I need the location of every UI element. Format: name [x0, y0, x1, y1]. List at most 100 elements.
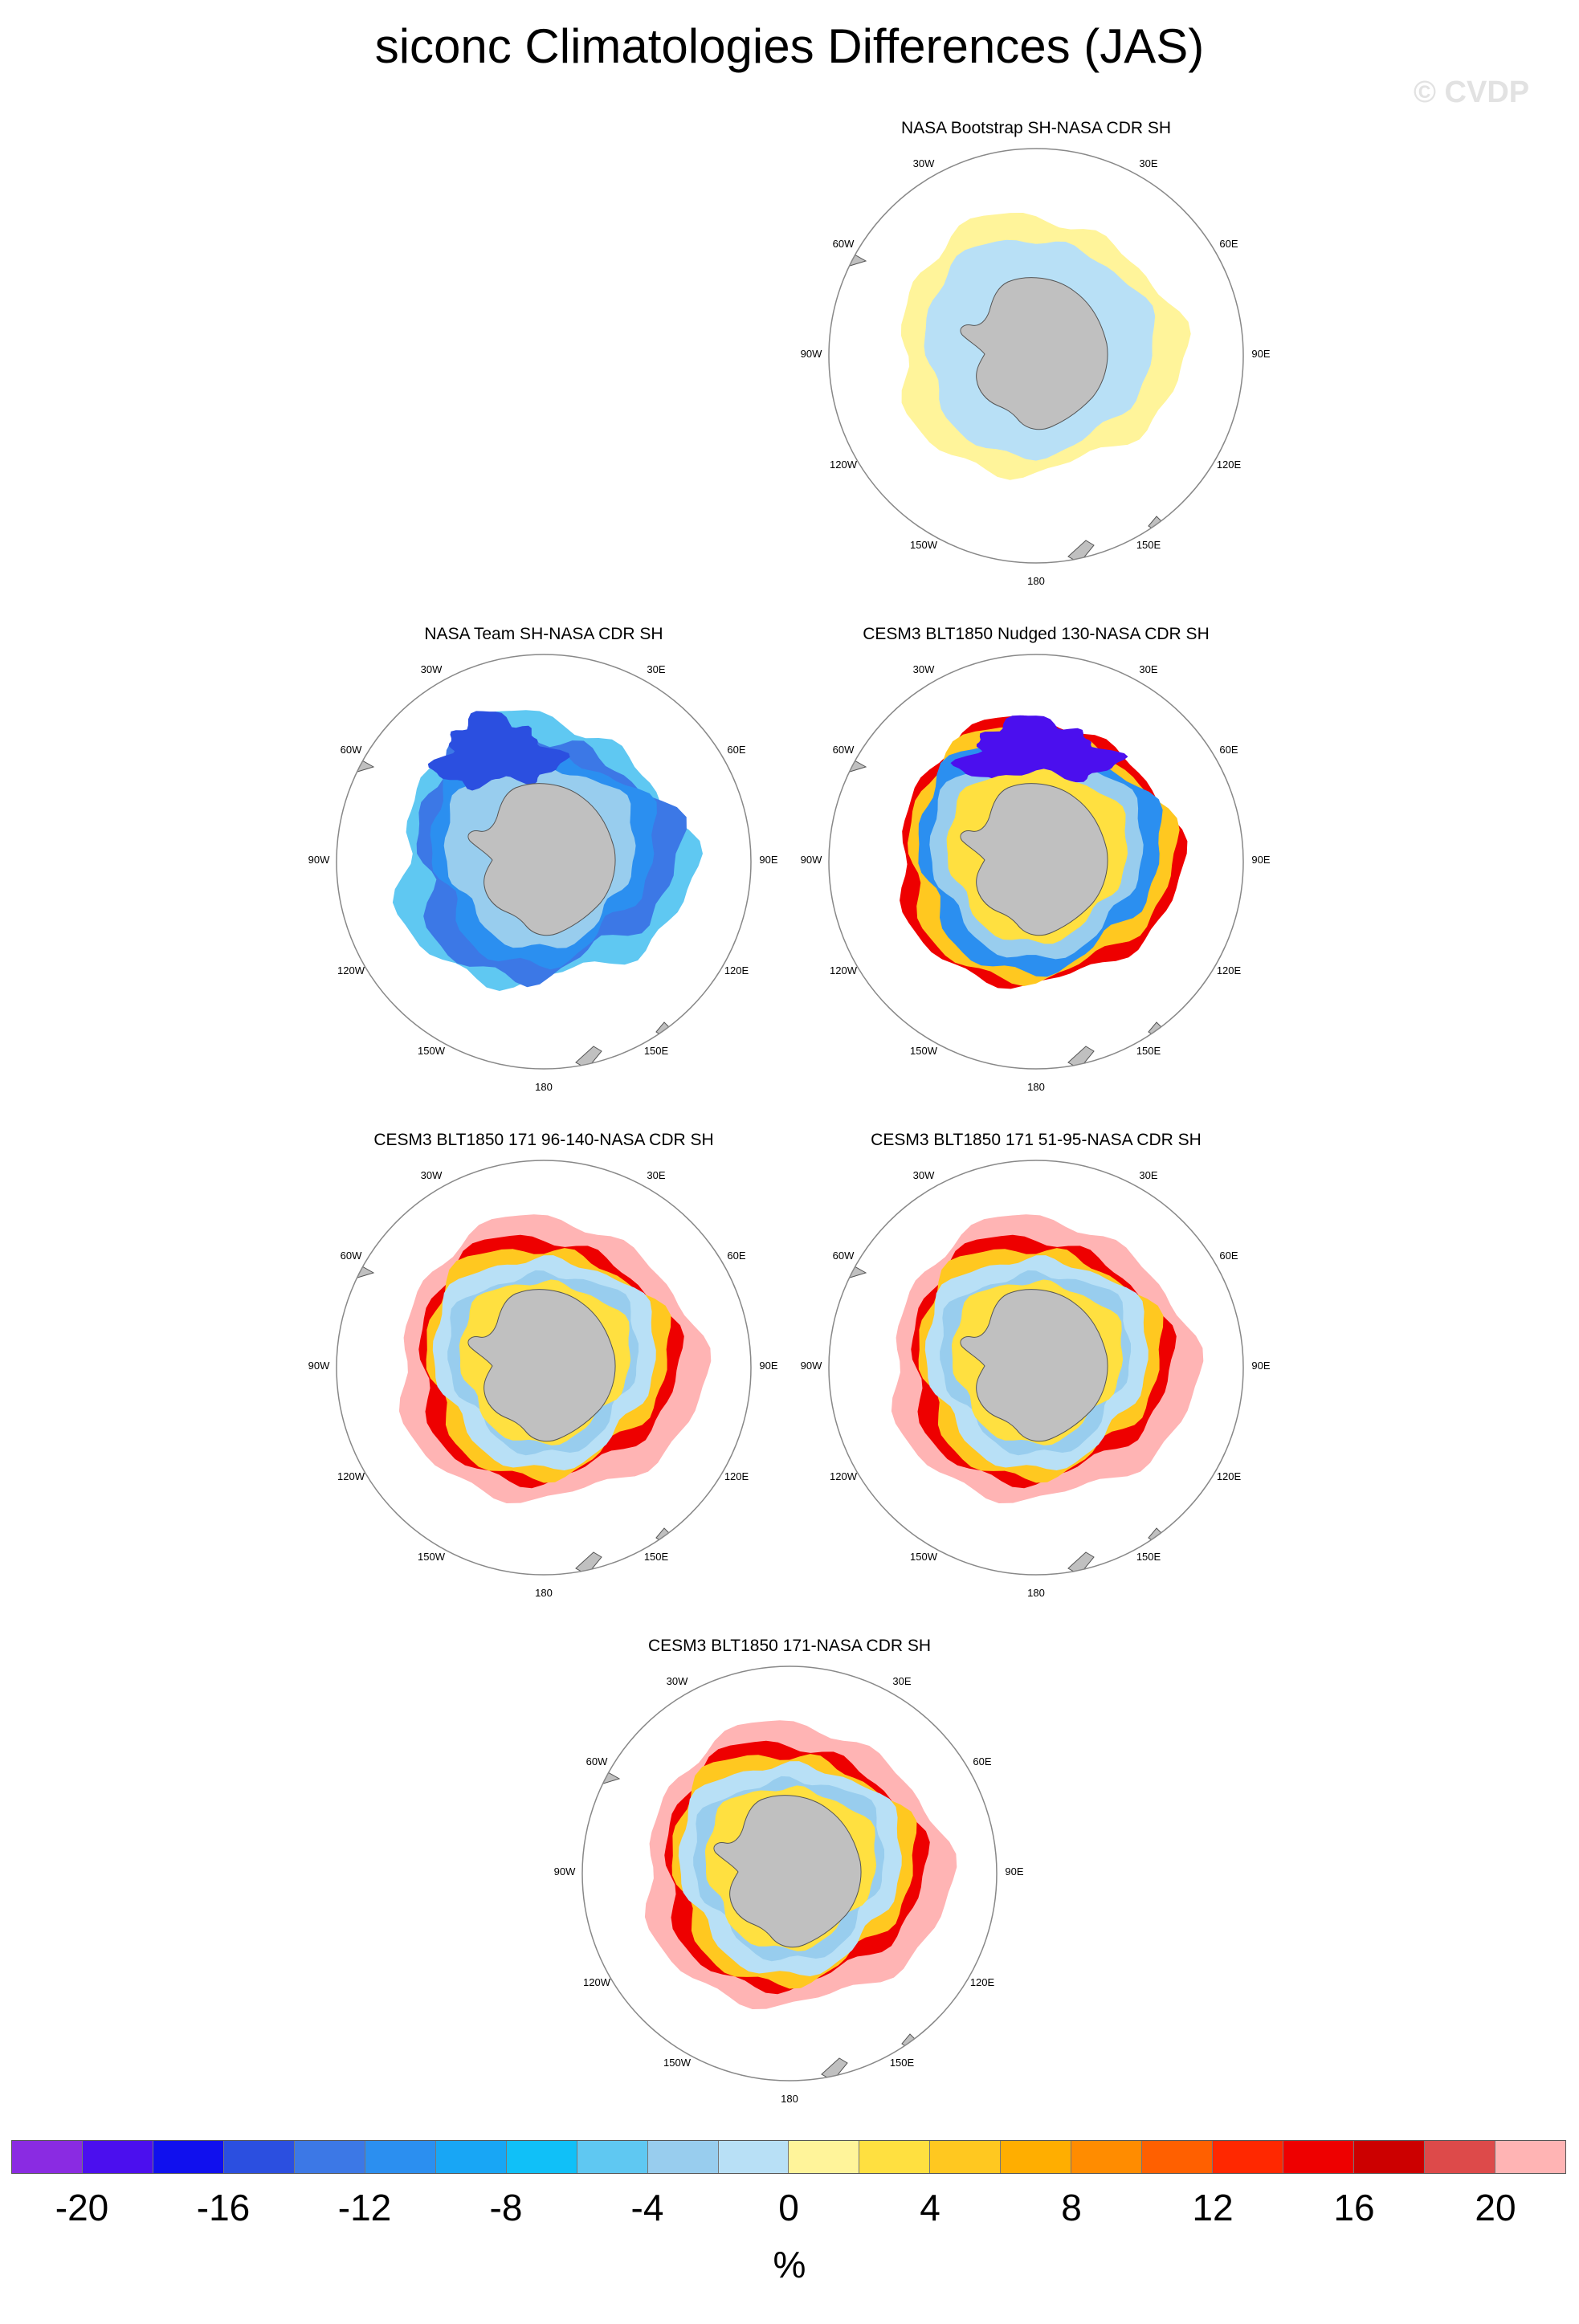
- longitude-label: 120W: [337, 1470, 365, 1482]
- map-boundary: [828, 654, 1244, 1070]
- longitude-label: 90E: [759, 1360, 777, 1372]
- longitude-label: 150W: [910, 539, 938, 551]
- colorbar-box: [153, 2141, 224, 2173]
- longitude-label: 60W: [586, 1755, 608, 1767]
- longitude-label: 60W: [833, 744, 855, 756]
- polar-map: 030E60E90E120E150E180150W120W90W60W30W: [801, 141, 1271, 587]
- longitude-label: 150E: [1136, 1551, 1161, 1563]
- longitude-label: 150W: [910, 1045, 938, 1057]
- negative-diff-weddell: [950, 715, 1128, 787]
- panel-title: NASA Team SH-NASA CDR SH: [424, 625, 663, 643]
- colorbar-box: [1354, 2141, 1426, 2173]
- longitude-label: 0: [541, 646, 546, 647]
- colorbar-box: [1001, 2141, 1072, 2173]
- longitude-label: 90W: [801, 1360, 822, 1372]
- colorbar: [11, 2140, 1566, 2174]
- map-field: [342, 1214, 712, 1575]
- longitude-label: 120E: [1217, 459, 1242, 471]
- colorbar-box: [1425, 2141, 1496, 2173]
- map-boundary: [336, 654, 752, 1070]
- colorbar-tick-label: -20: [55, 2187, 109, 2228]
- panel-team: NASA Team SH-NASA CDR SH 0 30E 60E 90E 120E 1…: [303, 622, 785, 1120]
- longitude-label: 150W: [663, 2057, 692, 2069]
- colorbar-box: [647, 2141, 719, 2173]
- longitude-label: 120E: [1217, 1470, 1242, 1482]
- longitude-label: 30E: [1139, 663, 1157, 675]
- polar-map: 030E60E90E120E150E180150W120W90W60W30W: [801, 1152, 1271, 1599]
- longitude-label: 90W: [801, 854, 822, 866]
- longitude-label: 60W: [341, 744, 362, 756]
- longitude-label: 90W: [554, 1865, 576, 1878]
- colorbar-tick-label: 4: [920, 2187, 940, 2228]
- negative-diff-weddell: [427, 711, 570, 791]
- longitude-label: 60W: [341, 1250, 362, 1262]
- longitude-label: 180: [1027, 1081, 1045, 1093]
- longitude-label: 150E: [890, 2057, 915, 2069]
- longitude-label: 150E: [644, 1551, 669, 1563]
- longitude-label: 30W: [913, 157, 935, 169]
- colorbar-tick-label: 12: [1192, 2187, 1234, 2228]
- longitude-label: 60W: [833, 1250, 855, 1262]
- longitude-label: 120W: [337, 964, 365, 976]
- colorbar-tick-label: -16: [196, 2187, 251, 2228]
- longitude-label: 150E: [644, 1045, 669, 1057]
- longitude-label: 60E: [1219, 744, 1238, 756]
- panel-bootstrap: NASA Bootstrap SH-NASA CDR SH 030E60E90E…: [795, 116, 1277, 614]
- panel-title: NASA Bootstrap SH-NASA CDR SH: [900, 119, 1172, 137]
- longitude-label: 0: [786, 1658, 792, 1659]
- panel-run171: CESM3 BLT1850 171-NASA CDR SH 0 30E 60E 90E…: [549, 1634, 1030, 2132]
- longitude-label: 90W: [801, 348, 822, 360]
- longitude-label: 150E: [1136, 539, 1161, 551]
- colorbar-tick-label: -8: [489, 2187, 523, 2228]
- figure-title: siconc Climatologies Differences (JAS): [374, 19, 1205, 73]
- panel-title: CESM3 BLT1850 171 51-95-NASA CDR SH: [871, 1131, 1202, 1149]
- longitude-label: 120W: [830, 1470, 858, 1482]
- panel-run96: CESM3 BLT1850 171 96-140-NASA CDR SH 0 30…: [303, 1128, 785, 1626]
- longitude-label: 30W: [913, 1169, 935, 1181]
- panel-run51: CESM3 BLT1850 171 51-95-NASA CDR SH 0 30E…: [795, 1128, 1277, 1626]
- antarctica-land: [960, 277, 1108, 430]
- map-boundary: [336, 1160, 752, 1576]
- longitude-label: 120E: [724, 964, 749, 976]
- colorbar-tick-label: -4: [630, 2187, 664, 2228]
- longitude-label: 60E: [1219, 1250, 1238, 1262]
- colorbar-box: [294, 2141, 365, 2173]
- longitude-label: 120W: [583, 1976, 611, 1988]
- map-boundary: [828, 148, 1244, 564]
- antarctica-land: [960, 1289, 1108, 1442]
- longitude-label: 90W: [308, 1360, 330, 1372]
- longitude-label: 150W: [910, 1551, 938, 1563]
- polar-map: 030E60E90E120E150E180150W120W90W60W30W: [801, 646, 1271, 1093]
- map-boundary: [581, 1666, 998, 2081]
- polar-map: 030E60E90E120E150E180150W120W90W60W30W: [554, 1658, 1024, 2105]
- colorbar-box: [223, 2141, 295, 2173]
- longitude-label: 0: [1033, 646, 1038, 647]
- colorbar-box: [365, 2141, 436, 2173]
- longitude-label: 90E: [759, 854, 777, 866]
- longitude-label: 90E: [1251, 854, 1270, 866]
- longitude-label: 150E: [1136, 1045, 1161, 1057]
- colorbar-tick-label: 0: [778, 2187, 799, 2228]
- colorbar-box: [1213, 2141, 1284, 2173]
- colorbar-box: [789, 2141, 860, 2173]
- longitude-label: 30E: [1139, 1169, 1157, 1181]
- longitude-label: 180: [535, 1587, 553, 1599]
- antarctica-land: [467, 1289, 616, 1442]
- map-boundary: [828, 1160, 1244, 1576]
- polar-map: 030E60E90E120E150E180150W120W90W60W30W: [308, 646, 778, 1093]
- longitude-label: 30E: [647, 1169, 665, 1181]
- colorbar-box: [1495, 2141, 1565, 2173]
- longitude-label: 180: [781, 2093, 798, 2105]
- colorbar-box: [1283, 2141, 1355, 2173]
- longitude-label: 120W: [830, 459, 858, 471]
- colorbar-box: [435, 2141, 507, 2173]
- longitude-label: 180: [535, 1081, 553, 1093]
- colorbar-box: [82, 2141, 153, 2173]
- longitude-label: 120E: [970, 1976, 995, 1988]
- longitude-label: 90E: [1005, 1865, 1023, 1878]
- colorbar-box: [859, 2141, 931, 2173]
- colorbar-units: %: [773, 2244, 806, 2285]
- map-field: [588, 1720, 957, 2081]
- longitude-label: 60E: [727, 1250, 745, 1262]
- longitude-label: 90W: [308, 854, 330, 866]
